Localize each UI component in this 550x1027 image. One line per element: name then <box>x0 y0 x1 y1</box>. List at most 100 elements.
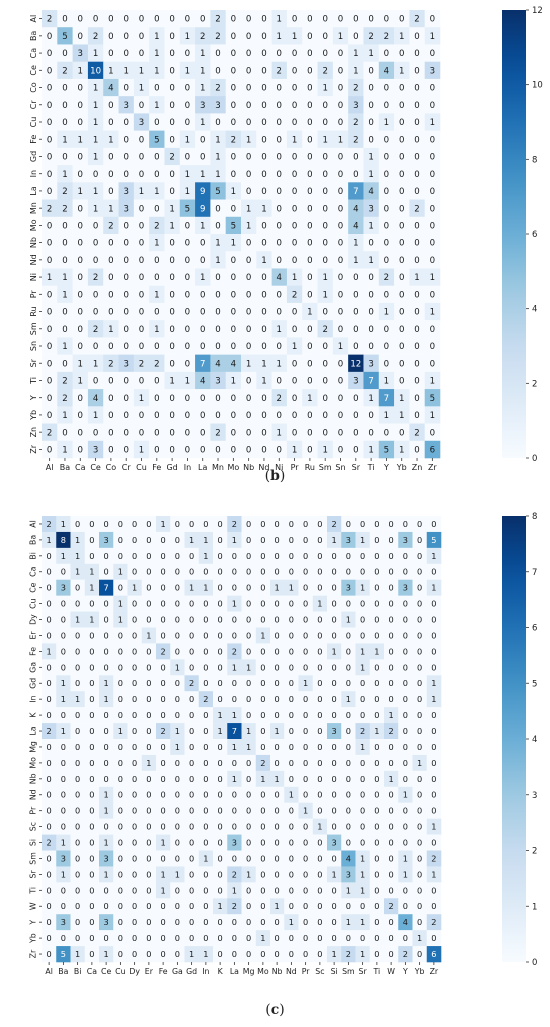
cell-value-label: 0 <box>246 614 251 624</box>
heatmap-cell <box>409 27 425 45</box>
cell-value-label: 0 <box>417 806 422 816</box>
cell-value-label: 0 <box>231 118 236 128</box>
cell-value-label: 0 <box>317 742 322 752</box>
cell-value-label: 0 <box>261 66 266 76</box>
cell-value-label: 0 <box>123 84 128 94</box>
x-tick-label: Ce <box>90 463 101 472</box>
cell-value-label: 0 <box>292 394 297 404</box>
cell-value-label: 0 <box>189 742 194 752</box>
heatmap-cell <box>210 406 226 424</box>
cell-value-label: 0 <box>384 290 389 300</box>
cell-value-label: 0 <box>414 290 419 300</box>
panel-label: (c) <box>265 1002 284 1018</box>
cell-value-label: 1 <box>317 599 322 609</box>
cell-value-label: 0 <box>389 519 394 529</box>
cell-value-label: 1 <box>317 822 322 832</box>
cell-value-label: 0 <box>108 32 113 42</box>
cell-value-label: 0 <box>399 325 404 335</box>
cell-value-label: 0 <box>75 710 80 720</box>
cell-value-label: 0 <box>108 49 113 59</box>
cell-value-label: 0 <box>232 614 237 624</box>
cell-value-label: 0 <box>246 84 251 94</box>
cell-value-label: 0 <box>403 614 408 624</box>
cell-value-label: 0 <box>332 599 337 609</box>
heatmap-cell <box>225 216 242 235</box>
heatmap-cell <box>378 285 395 304</box>
cell-value-label: 0 <box>346 599 351 609</box>
cell-value-label: 0 <box>399 239 404 249</box>
cell-value-label: 0 <box>139 153 144 163</box>
cell-value-label: 0 <box>78 411 83 421</box>
y-tick-label: Sm <box>29 322 38 335</box>
cell-value-label: 1 <box>93 204 98 214</box>
y-tick-label: Co <box>29 82 38 93</box>
cell-value-label: 1 <box>231 377 236 387</box>
cell-value-label: 2 <box>215 15 220 25</box>
cell-value-label: 0 <box>218 933 223 943</box>
cell-value-label: 1 <box>154 239 159 249</box>
cell-value-label: 1 <box>389 710 394 720</box>
cell-value-label: 0 <box>261 239 266 249</box>
heatmap-cell <box>87 371 104 390</box>
cell-value-label: 0 <box>123 118 128 128</box>
cell-value-label: 0 <box>261 187 266 197</box>
y-tick-label: Cr <box>29 100 38 110</box>
cell-value-label: 0 <box>403 630 408 640</box>
heatmap-cell <box>394 10 410 28</box>
cell-value-label: 0 <box>203 758 208 768</box>
heatmap-cell <box>348 320 364 338</box>
cell-value-label: 0 <box>384 84 389 94</box>
cell-value-label: 0 <box>189 869 194 879</box>
heatmap-cell <box>118 182 135 200</box>
cell-value-label: 0 <box>431 614 436 624</box>
cell-value-label: 0 <box>360 758 365 768</box>
heatmap-cell <box>241 44 257 62</box>
cell-value-label: 0 <box>246 806 251 816</box>
cell-value-label: 0 <box>389 869 394 879</box>
heatmap-cell <box>302 234 318 252</box>
y-tick-label: Sn <box>29 341 38 351</box>
cell-value-label: 0 <box>292 221 297 231</box>
y-tick-label: In <box>29 170 38 177</box>
cell-value-label: 0 <box>175 567 180 577</box>
cell-value-label: 0 <box>332 567 337 577</box>
cell-value-label: 0 <box>338 377 343 387</box>
cell-value-label: 0 <box>384 153 389 163</box>
heatmap-cell <box>57 96 73 114</box>
cell-value-label: 0 <box>399 273 404 283</box>
cell-value-label: 0 <box>346 551 351 561</box>
heatmap-cell <box>424 182 441 200</box>
cell-value-label: 2 <box>62 187 67 197</box>
colorbar-tick-label: 6 <box>532 230 537 240</box>
cell-value-label: 2 <box>169 153 174 163</box>
cell-value-label: 0 <box>132 901 137 911</box>
cell-value-label: 1 <box>399 394 404 404</box>
cell-value-label: 0 <box>289 646 294 656</box>
cell-value-label: 0 <box>289 853 294 863</box>
cell-value-label: 0 <box>123 256 128 266</box>
heatmap-cell <box>332 354 349 373</box>
x-tick-label: Y <box>383 463 389 472</box>
heatmap-cell <box>332 406 349 424</box>
heatmap-cell <box>72 130 89 149</box>
cell-value-label: 1 <box>360 853 365 863</box>
cell-value-label: 0 <box>203 646 208 656</box>
cell-value-label: 0 <box>303 901 308 911</box>
y-tick-label: K <box>29 712 38 718</box>
heatmap-cell <box>241 389 257 407</box>
heatmap-cell <box>210 371 226 390</box>
heatmap-cell <box>286 234 303 252</box>
cell-value-label: 0 <box>132 806 137 816</box>
heatmap-cell <box>317 216 334 235</box>
cell-value-label: 0 <box>368 66 373 76</box>
cell-value-label: 0 <box>338 428 343 438</box>
cell-value-label: 1 <box>78 359 83 369</box>
cell-value-label: 0 <box>368 325 373 335</box>
heatmap-cell <box>241 78 257 97</box>
cell-value-label: 1 <box>322 273 327 283</box>
cell-value-label: 0 <box>374 853 379 863</box>
heatmap-cell <box>348 147 364 166</box>
x-tick-label: Fe <box>159 967 168 976</box>
heatmap-cell <box>225 113 242 131</box>
heatmap-cell <box>348 199 364 218</box>
